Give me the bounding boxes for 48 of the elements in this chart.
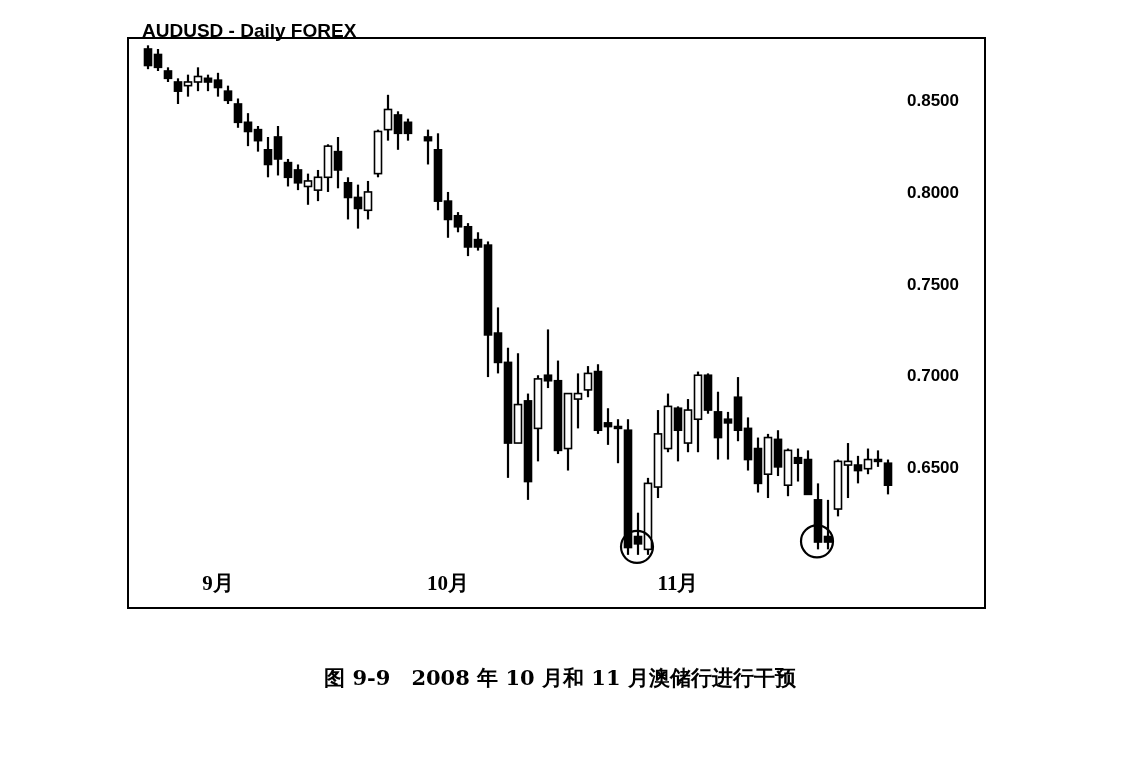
candlestick (583, 364, 593, 399)
candlestick (443, 190, 453, 239)
candlestick (303, 172, 313, 206)
caption: 图 9-9 2008 年 10 月和 11 月澳储行进行干预 (324, 665, 797, 690)
candlestick (253, 124, 263, 153)
y-tick-label: 0.8500 (907, 91, 959, 111)
x-tick-label: 9月 (202, 571, 234, 595)
candlestick (453, 211, 463, 234)
candlestick (853, 454, 863, 485)
x-tick-label: 10月 (427, 571, 469, 595)
candlestick (473, 231, 483, 252)
candlestick (293, 163, 303, 192)
candlestick (843, 441, 853, 500)
y-tick-label: 0.7500 (907, 274, 959, 294)
candlestick (233, 97, 243, 129)
candlestick (353, 183, 363, 230)
candlestick (393, 110, 403, 151)
candlestick (223, 84, 233, 106)
candlestick (363, 179, 373, 221)
candlestick (883, 458, 893, 496)
x-tick-label: 11月 (657, 571, 699, 595)
y-tick-label: 0.8000 (907, 182, 959, 202)
candlestick (573, 372, 583, 430)
candlestick (213, 71, 223, 98)
candlestick (333, 135, 343, 190)
candlestick (183, 73, 193, 98)
candlestick (313, 168, 323, 203)
candlestick (423, 128, 433, 166)
candlestick (263, 135, 273, 179)
candlestick (603, 407, 613, 446)
candlestick (273, 124, 283, 177)
candlestick (283, 157, 293, 188)
candlestick (173, 77, 183, 106)
y-tick-label: 0.6500 (907, 457, 959, 477)
candlestick (153, 47, 163, 73)
y-tick-label: 0.7000 (907, 366, 959, 386)
candlestick (383, 93, 393, 142)
candlestick (193, 66, 203, 93)
candlestick (343, 176, 353, 221)
candlestick (543, 328, 553, 390)
candlestick (723, 410, 733, 461)
candlestick (143, 44, 153, 71)
candlestick (403, 117, 413, 142)
candlestick (673, 405, 683, 463)
candlestick (463, 222, 473, 258)
candlestick (793, 447, 803, 483)
chart-title: AUDUSD - Daily FOREX (142, 20, 357, 41)
candlestick (863, 447, 873, 476)
